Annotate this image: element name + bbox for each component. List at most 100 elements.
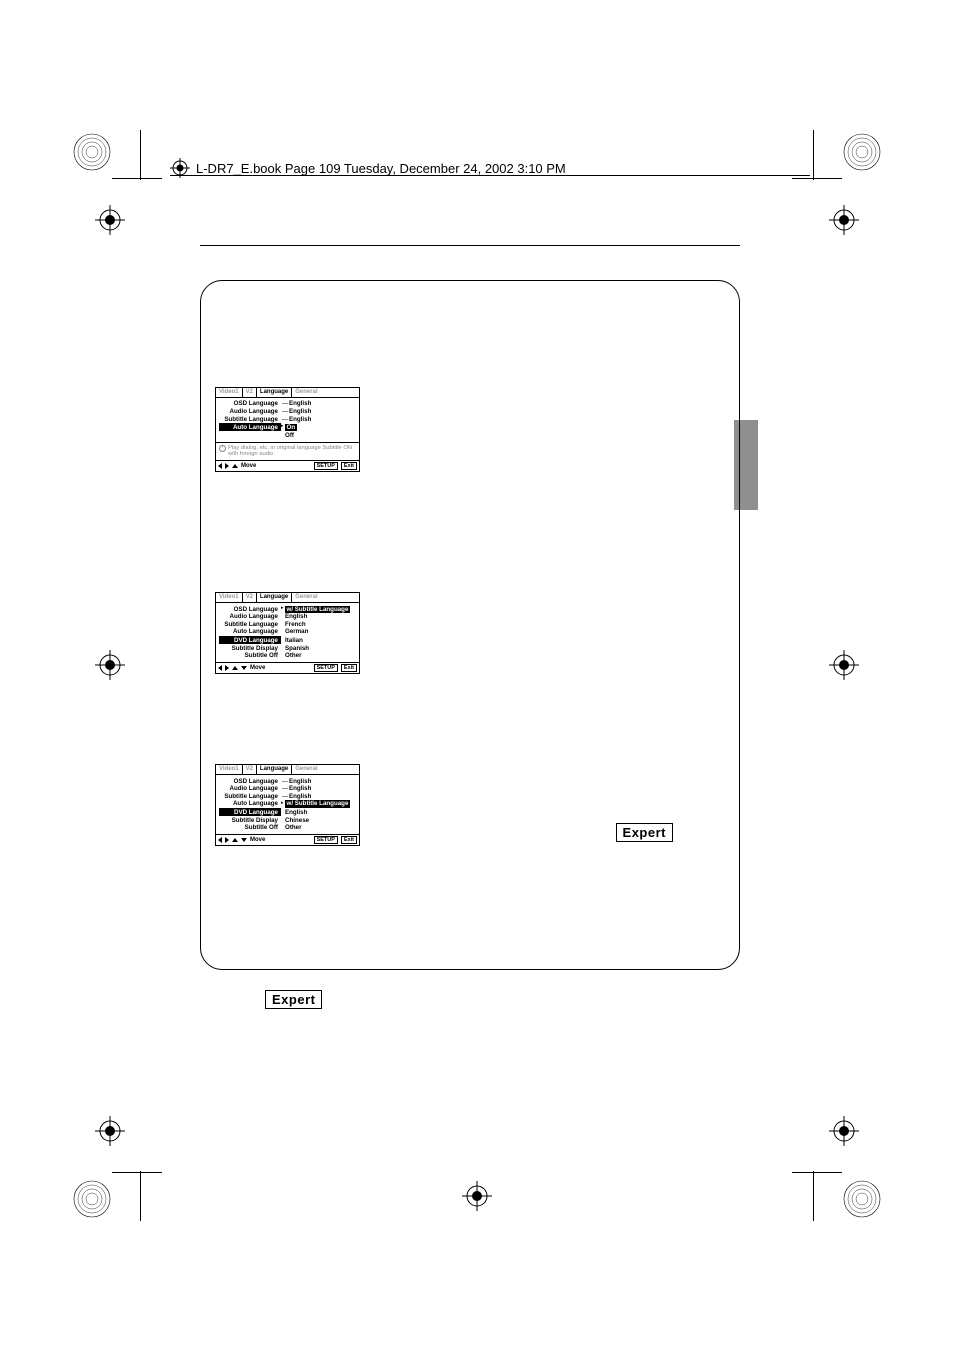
osd-row-value: Other <box>285 652 302 659</box>
osd-row: OSD Language▸w/ Subtitle Language <box>219 606 356 613</box>
corner-ornament-bl <box>70 1151 140 1221</box>
osd-row-label: Audio Language <box>219 785 281 792</box>
trim-line <box>792 178 842 179</box>
osd-tab-active: Language <box>257 593 292 602</box>
osd-row: DVD LanguageItalian <box>219 636 356 644</box>
osd-row: Audio Language English <box>219 613 356 620</box>
corner-ornament-tr <box>814 130 884 200</box>
osd-row: Subtitle Language—English <box>219 793 356 800</box>
osd-row: OSD Language—English <box>219 400 356 407</box>
info-icon: i <box>219 445 226 452</box>
osd-row: OSD Language—English <box>219 778 356 785</box>
osd-menu-2: Video1 V2 Language General OSD Language▸… <box>215 592 360 674</box>
trim-line <box>813 1171 814 1221</box>
osd-row: Auto Language German <box>219 628 356 635</box>
osd-row-label: Audio Language <box>219 613 281 620</box>
section-rule <box>200 245 740 246</box>
arrow-right-icon <box>225 665 229 671</box>
arrow-up-icon <box>232 464 238 468</box>
osd-menu-3: Video1 V2 Language General OSD Language—… <box>215 764 360 846</box>
trim-line <box>813 130 814 180</box>
osd-row-label: Audio Language <box>219 408 281 415</box>
osd-row-value: Chinese <box>285 817 309 824</box>
osd-row-value: German <box>285 628 308 635</box>
osd-row-value: English <box>289 793 311 800</box>
osd-row-value: Italian <box>285 637 303 644</box>
osd-row-label: OSD Language <box>219 400 281 407</box>
osd-row-value: Other <box>285 824 302 831</box>
osd-row-label: Subtitle Off <box>219 652 281 659</box>
osd-tab: V2 <box>243 593 257 602</box>
osd-row-value: French <box>285 621 306 628</box>
osd-row-value: English <box>285 613 307 620</box>
osd-row-value: w/ Subtitle Language <box>285 606 351 613</box>
osd-row: Audio Language—English <box>219 785 356 792</box>
arrow-left-icon <box>218 463 222 469</box>
exit-button-label: Exit <box>341 462 357 470</box>
submenu-arrow-icon: ▸ <box>281 606 284 612</box>
trim-line <box>140 1171 141 1221</box>
osd-tabs: Video1 V2 Language General <box>216 593 359 603</box>
corner-ornament-br <box>814 1151 884 1221</box>
osd-row: Subtitle Language—English <box>219 416 356 423</box>
move-label: Move <box>241 463 256 470</box>
osd-footer: Move SETUP Exit <box>216 662 359 673</box>
osd-row-label: Subtitle Display <box>219 817 281 824</box>
arrow-right-icon <box>225 463 229 469</box>
osd-tabs: Video1 V2 Language General <box>216 765 359 775</box>
registration-mark-icon <box>829 1116 859 1146</box>
trim-line <box>112 178 162 179</box>
registration-mark-icon <box>95 650 125 680</box>
osd-row-label: Auto Language <box>219 423 281 431</box>
osd-row: Auto Language▸On <box>219 423 356 431</box>
osd-row-label: Subtitle Off <box>219 824 281 831</box>
osd-row-value: English <box>289 778 311 785</box>
osd-row-value: On <box>285 424 298 431</box>
osd-row: Subtitle Off Other <box>219 824 356 831</box>
expert-badge: Expert <box>616 823 673 842</box>
trim-line <box>112 1172 162 1173</box>
separator: — <box>281 785 289 792</box>
osd-row: DVD LanguageEnglish <box>219 808 356 816</box>
osd-row: Subtitle LanguageFrench <box>219 621 356 628</box>
registration-mark-icon <box>829 205 859 235</box>
osd-tab: General <box>292 765 320 774</box>
expert-badge: Expert <box>265 990 322 1009</box>
registration-mark-icon <box>462 1181 492 1211</box>
separator: — <box>281 416 289 423</box>
exit-button-label: Exit <box>341 664 357 672</box>
osd-row-label: Subtitle Language <box>219 416 281 423</box>
osd-row-label: OSD Language <box>219 778 281 785</box>
trim-line <box>140 130 141 180</box>
osd-row: Subtitle DisplaySpanish <box>219 645 356 652</box>
corner-ornament-tl <box>70 130 140 200</box>
osd-note-text: Play dialog, etc. in original language S… <box>228 445 356 458</box>
setup-button-label: SETUP <box>314 664 338 672</box>
osd-row: Audio Language—English <box>219 408 356 415</box>
setup-button-label: SETUP <box>314 836 338 844</box>
osd-row-label: Auto Language <box>219 628 281 635</box>
osd-row: Auto Language▸w/ Subtitle Language <box>219 800 356 807</box>
osd-row-value: Spanish <box>285 645 309 652</box>
submenu-arrow-icon: ▸ <box>281 801 284 807</box>
osd-row-label: Subtitle Language <box>219 793 281 800</box>
osd-row-value: English <box>289 400 311 407</box>
move-label: Move <box>250 837 265 844</box>
osd-row-value: English <box>289 408 311 415</box>
osd-help-note: i Play dialog, etc. in original language… <box>216 442 359 460</box>
registration-mark-icon <box>95 205 125 235</box>
osd-tab: General <box>292 593 320 602</box>
osd-footer: Move SETUP Exit <box>216 460 359 471</box>
osd-tab: V2 <box>243 388 257 397</box>
registration-mark-icon <box>829 650 859 680</box>
header-title: L-DR7_E.book Page 109 Tuesday, December … <box>196 161 566 176</box>
move-label: Move <box>250 665 265 672</box>
osd-tab: General <box>292 388 320 397</box>
osd-tab: Video1 <box>216 765 243 774</box>
header-rule <box>170 175 810 176</box>
osd-tab-active: Language <box>257 765 292 774</box>
osd-tab-active: Language <box>257 388 292 397</box>
osd-footer: Move SETUP Exit <box>216 834 359 845</box>
registration-mark-icon <box>95 1116 125 1146</box>
osd-row-value: English <box>285 809 307 816</box>
